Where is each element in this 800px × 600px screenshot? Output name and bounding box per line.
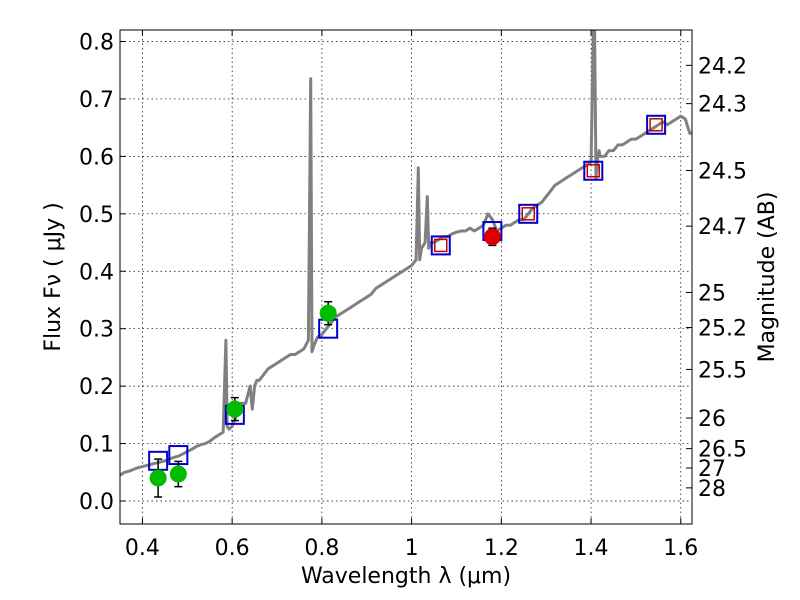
sed-template-line	[120, 30, 692, 477]
y-tick-label: 0.5	[79, 203, 114, 228]
x-tick-label: 1.4	[574, 536, 609, 561]
model-flux-inner-marker	[521, 207, 536, 221]
x-tick-label: 1.6	[663, 536, 698, 561]
x-tick-label: 0.8	[304, 536, 339, 561]
model-flux-marker	[583, 160, 604, 181]
y-tick-label: 0.0	[79, 490, 114, 515]
y-tick-label: 0.8	[79, 30, 114, 55]
detection-point	[319, 304, 337, 322]
plot-area	[120, 30, 692, 498]
plot-frame	[119, 29, 693, 525]
y2-tick-label: 24.3	[698, 93, 747, 118]
y-axis-title: Flux Fν ( μJy )	[41, 202, 66, 351]
y2-tick-label: 24.7	[698, 215, 747, 240]
detection-point	[149, 469, 167, 487]
grid	[120, 30, 692, 524]
y2-tick-label: 26	[698, 407, 726, 432]
model-flux-marker	[646, 114, 667, 135]
y-tick-label: 0.3	[79, 318, 114, 343]
detection-point	[226, 400, 244, 418]
x-tick-label: 1.2	[484, 536, 519, 561]
x-axis-title: Wavelength λ (μm)	[301, 564, 511, 589]
y-tick-label: 0.6	[79, 145, 114, 170]
y2-axis-title: Magnitude (AB)	[755, 192, 780, 363]
model-flux-inner-marker	[586, 163, 601, 178]
detection-point	[169, 465, 187, 483]
axis-ticks: 0.4 0.6 0.8 1 1.2 1.4 1.6 0.0 0.1 0.2 0.3 0.4 0.5 0.6…	[79, 30, 747, 561]
model-flux-marker	[430, 235, 451, 256]
model-flux-inner-marker	[649, 118, 663, 132]
y-tick-label: 0.2	[79, 375, 114, 400]
x-tick-label: 0.6	[215, 536, 250, 561]
detection-point	[483, 228, 501, 246]
model-flux-marker	[518, 203, 539, 224]
y-tick-label: 0.1	[79, 433, 114, 458]
x-tick-label: 0.4	[125, 536, 160, 561]
y2-tick-label: 24.2	[698, 54, 747, 79]
y-tick-label: 0.4	[79, 260, 114, 285]
model-flux-inner-marker	[434, 238, 448, 253]
y2-tick-label: 25	[698, 281, 726, 306]
y2-tick-label: 26.5	[698, 438, 747, 463]
x-tick-label: 1	[405, 536, 419, 561]
y2-tick-label: 25.5	[698, 358, 747, 383]
y2-tick-label: 28	[698, 477, 726, 502]
y2-tick-label: 24.5	[698, 160, 747, 185]
y-tick-label: 0.7	[79, 88, 114, 113]
y2-tick-label: 25.2	[698, 317, 747, 342]
y2-tick-label: 27	[698, 457, 726, 482]
